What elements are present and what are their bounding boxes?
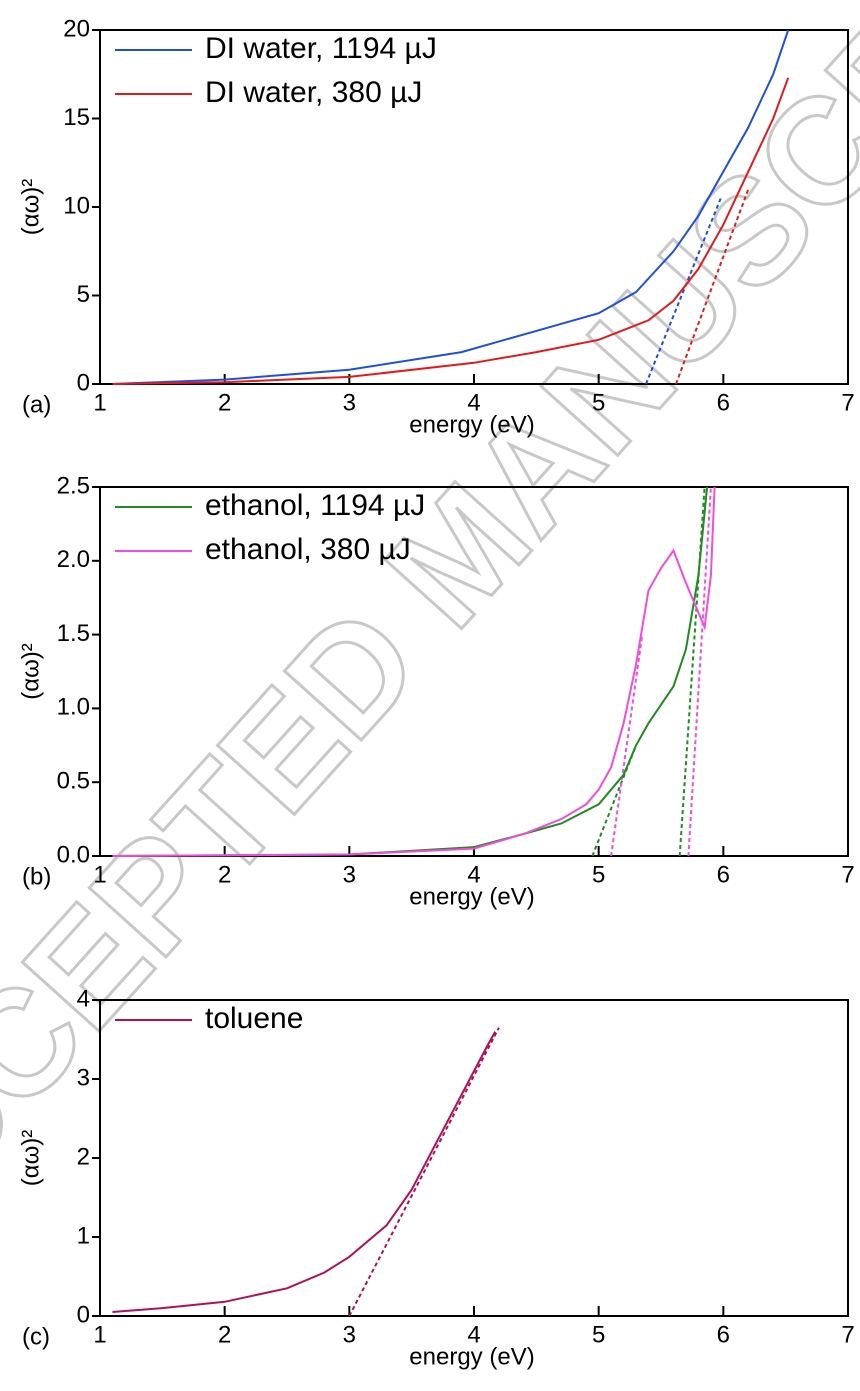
x-tick-label: 6: [717, 389, 730, 416]
x-tick-label: 5: [592, 389, 605, 416]
x-tick-label: 3: [343, 389, 356, 416]
y-tick-label: 10: [63, 192, 90, 219]
y-tick-label: 3: [77, 1064, 90, 1091]
fit-line: [348, 1027, 500, 1317]
x-tick-label: 2: [218, 1321, 231, 1348]
x-tick-label: 3: [343, 1321, 356, 1348]
x-tick-label: 6: [717, 861, 730, 888]
x-axis-label: energy (eV): [409, 411, 534, 438]
legend-label: DI water, 380 µJ: [205, 76, 422, 109]
data-line: [112, 1031, 497, 1313]
y-axis-label: (αω)²: [17, 179, 44, 236]
data-line: [112, 77, 790, 385]
panel-label: (c): [22, 1323, 50, 1350]
y-axis-label: (αω)²: [17, 643, 44, 700]
y-tick-label: 1.5: [57, 620, 90, 647]
y-tick-label: 0: [77, 1301, 90, 1328]
x-tick-label: 1: [93, 861, 106, 888]
x-tick-label: 7: [841, 389, 854, 416]
x-axis-label: energy (eV): [409, 883, 534, 910]
data-line: [112, 29, 790, 385]
data-line: [112, 486, 716, 857]
y-tick-label: 20: [63, 15, 90, 42]
legend-label: ethanol, 1194 µJ: [205, 489, 425, 522]
plot-frame: [99, 999, 849, 1317]
data-line: [112, 486, 709, 857]
x-tick-label: 1: [93, 389, 106, 416]
y-tick-label: 15: [63, 104, 90, 131]
x-tick-label: 2: [218, 861, 231, 888]
x-tick-label: 4: [467, 861, 480, 888]
x-tick-label: 5: [592, 1321, 605, 1348]
fit-line: [687, 486, 712, 857]
y-tick-label: 4: [77, 985, 90, 1012]
y-tick-label: 1: [77, 1222, 90, 1249]
y-tick-label: 2.5: [57, 472, 90, 499]
y-tick-label: 2.0: [57, 546, 90, 573]
watermark: ACCEPTED MANUSCRIPT: [0, 0, 860, 1303]
legend-label: DI water, 1194 µJ: [205, 32, 437, 65]
x-tick-label: 6: [717, 1321, 730, 1348]
y-tick-label: 0: [77, 369, 90, 396]
x-tick-label: 4: [467, 1321, 480, 1348]
x-tick-label: 3: [343, 861, 356, 888]
legend-label: ethanol, 380 µJ: [205, 533, 411, 566]
y-axis-label: (αω)²: [17, 1130, 44, 1187]
y-tick-label: 1.0: [57, 694, 90, 721]
y-tick-label: 2: [77, 1143, 90, 1170]
panel-label: (b): [22, 863, 51, 890]
x-tick-label: 7: [841, 1321, 854, 1348]
y-tick-label: 0.5: [57, 768, 90, 795]
x-tick-label: 5: [592, 861, 605, 888]
fit-line: [610, 634, 644, 857]
fit-line: [645, 197, 722, 385]
x-axis-label: energy (eV): [409, 1343, 534, 1370]
x-tick-label: 1: [93, 1321, 106, 1348]
x-tick-label: 2: [218, 389, 231, 416]
x-tick-label: 7: [841, 861, 854, 888]
legend-label: toluene: [205, 1002, 303, 1035]
y-tick-label: 5: [77, 281, 90, 308]
x-tick-label: 4: [467, 389, 480, 416]
y-tick-label: 0.0: [57, 841, 90, 868]
panel-label: (a): [22, 391, 51, 418]
